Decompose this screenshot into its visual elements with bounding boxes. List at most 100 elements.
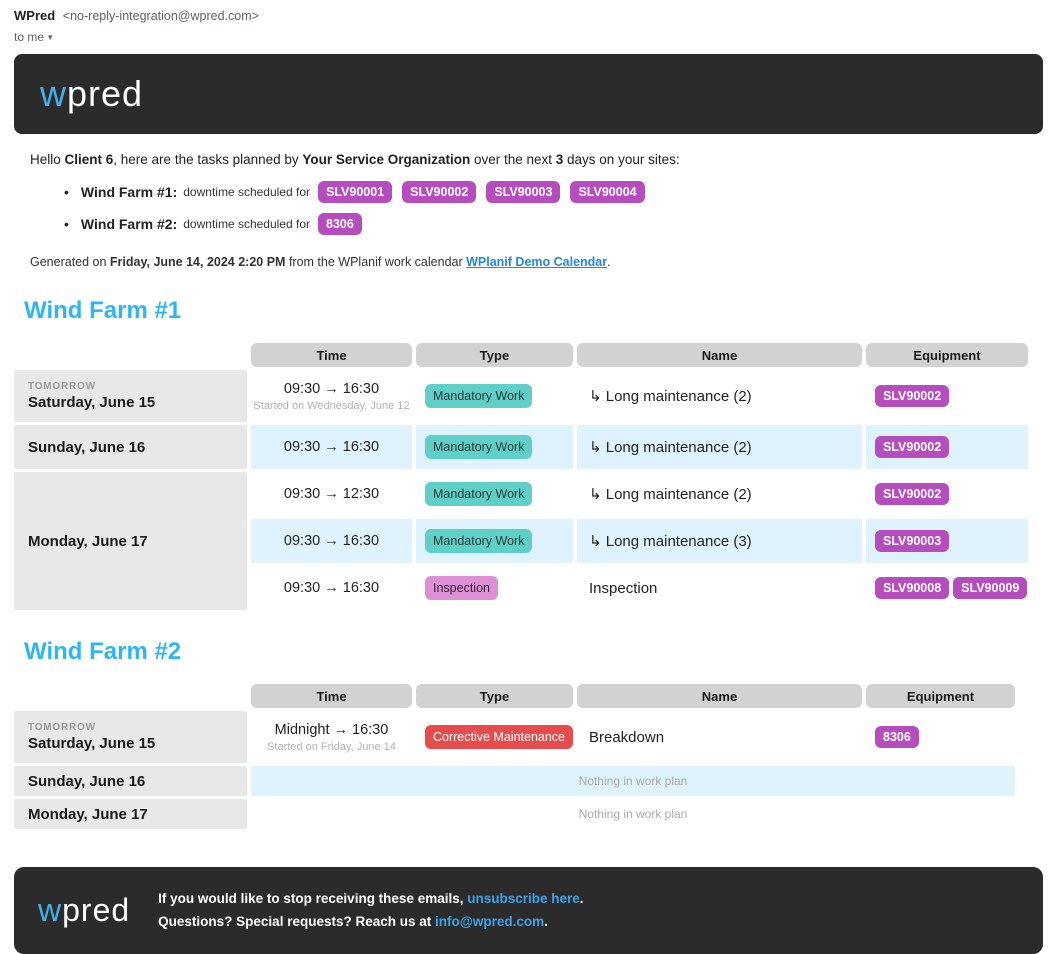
time-range: 09:30 → 12:30 [283, 486, 380, 502]
wind-farm-2-table: Time Type Name Equipment TOMORROW Saturday, J… [14, 684, 1043, 829]
equipment-cell: SLV90002 [866, 425, 1028, 469]
logo-rest: pred [67, 73, 144, 114]
time-started-note: Started on Friday, June 14 [267, 740, 396, 753]
unsubscribe-link[interactable]: unsubscribe here [467, 891, 580, 907]
brand-header: wpred [14, 54, 1043, 134]
equipment-badge: SLV90008 [875, 577, 950, 599]
equipment-badge: 8306 [318, 213, 362, 235]
email-footer: wpred If you would like to stop receivin… [14, 867, 1043, 954]
contact-line: Questions? Special requests? Reach us at… [158, 911, 583, 933]
wind-farm-2-heading: Wind Farm #2 [24, 638, 182, 665]
time-range: 09:30 → 16:30 [283, 533, 380, 549]
date-label: Saturday, June 15 [28, 735, 156, 752]
footer-text: If you would like to stop receiving thes… [158, 888, 583, 933]
email-body: wpred Hello Client 6, here are the tasks… [14, 54, 1043, 954]
footer-logo-w: w [38, 892, 63, 928]
date-cell: Monday, June 17 [14, 799, 247, 829]
task-name-cell: Inspection [577, 566, 862, 610]
sender-name: WPred [14, 8, 56, 23]
type-badge: Mandatory Work [425, 529, 533, 553]
generated-line: Generated on Friday, June 14, 2024 2:20 … [30, 255, 1043, 269]
client-name: Client 6 [64, 152, 114, 167]
equipment-badge: SLV90004 [570, 181, 645, 203]
generated-middle: from the WPlanif work calendar [285, 255, 467, 269]
summary-item: Wind Farm #1: downtime scheduled for SLV90… [64, 181, 1043, 203]
date-label: Monday, June 17 [28, 805, 148, 823]
time-cell: 09:30 → 16:30 Started on Wednesday, June … [251, 370, 412, 422]
equipment-badge: 8306 [875, 726, 919, 748]
type-badge: Inspection [425, 576, 498, 600]
equipment-cell: 8306 [866, 711, 1015, 763]
type-badge: Corrective Maintenance [425, 725, 573, 749]
type-badge: Mandatory Work [425, 435, 533, 459]
date-cell: Sunday, June 16 [14, 766, 247, 796]
header-blank-cell [14, 684, 247, 708]
footer-logo-rest: pred [62, 892, 131, 928]
summary-item: Wind Farm #2: downtime scheduled for 8306 [64, 213, 1043, 235]
task-name-cell: ↳ Long maintenance (2) [577, 370, 862, 422]
equipment-cell: SLV90008 SLV90009 [866, 566, 1028, 610]
footer-wpred-logo: wpred [38, 892, 130, 929]
header-blank-cell [14, 343, 247, 367]
task-name-cell: ↳ Long maintenance (2) [577, 472, 862, 516]
wind-farm-1-heading: Wind Farm #1 [24, 297, 182, 324]
equipment-badge: SLV90001 [318, 181, 393, 203]
time-range: Midnight → 16:30 [274, 721, 389, 738]
time-cell: 09:30 → 16:30 [251, 519, 412, 563]
contact-suffix: . [544, 913, 548, 929]
date-cell: Monday, June 17 [14, 472, 247, 610]
service-org-name: Your Service Organization [302, 152, 471, 167]
tomorrow-tag: TOMORROW [28, 722, 96, 733]
type-cell: Mandatory Work [416, 519, 573, 563]
sender-email: <no-reply-integration@wpred.com> [62, 9, 259, 23]
equipment-badge: SLV90009 [953, 577, 1028, 599]
unsubscribe-suffix: . [579, 891, 584, 907]
email-client-header: WPred <no-reply-integration@wpred.com> t… [0, 0, 1057, 50]
time-started-note: Started on Wednesday, June 12 [253, 399, 410, 412]
date-cell: Sunday, June 16 [14, 425, 247, 469]
greeting-prefix: Hello [30, 152, 65, 167]
column-header-time: Time [251, 343, 412, 367]
time-cell: Midnight → 16:30 Started on Friday, June … [251, 711, 412, 763]
greeting-after-org: over the next [470, 152, 556, 167]
column-header-type: Type [416, 343, 573, 367]
type-cell: Corrective Maintenance [416, 711, 573, 763]
task-name-cell: ↳ Long maintenance (3) [577, 519, 862, 563]
unsubscribe-prefix: If you would like to stop receiving thes… [158, 891, 468, 907]
type-cell: Inspection [416, 566, 573, 610]
tomorrow-tag: TOMORROW [28, 381, 96, 392]
greeting-middle: , here are the tasks planned by [113, 152, 303, 167]
date-label: Monday, June 17 [28, 532, 148, 550]
equipment-badge: SLV90002 [875, 385, 950, 407]
date-label: Sunday, June 16 [28, 772, 146, 790]
equipment-cell: SLV90002 [866, 472, 1028, 516]
equipment-cell: SLV90002 [866, 370, 1028, 422]
date-label: Saturday, June 15 [28, 394, 156, 411]
wpred-logo: wpred [40, 73, 143, 115]
recipient-dropdown[interactable]: to me ▾ [14, 30, 1057, 44]
date-label: Sunday, June 16 [28, 438, 146, 456]
greeting-suffix: days on your sites: [563, 152, 680, 167]
equipment-badge: SLV90003 [875, 530, 950, 552]
column-header-equipment: Equipment [866, 343, 1028, 367]
downtime-label: downtime scheduled for [183, 217, 310, 231]
site-name: Wind Farm #1: [80, 184, 178, 200]
contact-prefix: Questions? Special requests? Reach us at [158, 913, 435, 929]
greeting-text: Hello Client 6, here are the tasks plann… [30, 152, 1043, 167]
column-header-name: Name [577, 343, 862, 367]
type-cell: Mandatory Work [416, 425, 573, 469]
contact-email-link[interactable]: info@wpred.com [435, 913, 545, 929]
column-header-name: Name [577, 684, 862, 708]
time-range: 09:30 → 16:30 [283, 580, 380, 596]
generated-prefix: Generated on [30, 255, 110, 269]
type-badge: Mandatory Work [425, 384, 533, 408]
column-header-equipment: Equipment [866, 684, 1015, 708]
wplanif-calendar-link[interactable]: WPlanif Demo Calendar [466, 255, 608, 269]
generated-datetime: Friday, June 14, 2024 2:20 PM [109, 255, 286, 269]
wind-farm-1-table: Time Type Name Equipment TOMORROW Saturday, J… [14, 343, 1043, 610]
generated-suffix: . [607, 255, 611, 269]
type-cell: Mandatory Work [416, 472, 573, 516]
days-count: 3 [555, 152, 564, 167]
time-cell: 09:30 → 12:30 [251, 472, 412, 516]
type-cell: Mandatory Work [416, 370, 573, 422]
